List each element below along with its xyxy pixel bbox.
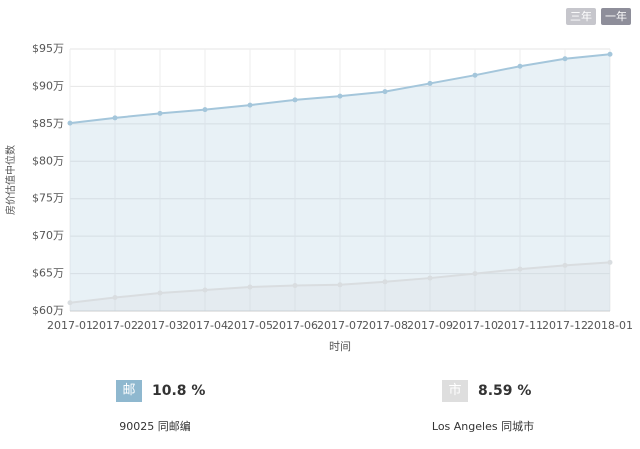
x-tick-label: 2017-04 [182,319,228,332]
point [382,89,388,95]
point [337,93,343,99]
area [70,54,610,312]
y-tick-label: $65万 [32,267,64,280]
y-tick-label: $80万 [32,154,64,167]
x-tick-label: 2017-09 [407,319,453,332]
x-tick-label: 2017-02 [92,319,138,332]
point [337,282,343,288]
x-tick-label: 2017-01 [47,319,93,332]
y-tick-label: $75万 [32,192,64,205]
point [607,51,613,57]
x-tick-label: 2018-01 [587,319,633,332]
y-tick-label: $70万 [32,229,64,242]
y-tick-label: $90万 [32,79,64,92]
x-tick-label: 2017-10 [452,319,498,332]
y-tick-label: $60万 [32,304,64,317]
badge: 市 [442,380,468,402]
point [607,259,613,265]
point [247,284,253,290]
stat-label: Los Angeles 同城市 [431,420,535,433]
point [562,262,568,268]
stat-label: 90025 同邮编 [119,420,191,433]
point [427,275,433,281]
x-tick-label: 2017-05 [227,319,273,332]
x-tick-label: 2017-07 [317,319,363,332]
point [292,97,298,103]
point [157,290,163,296]
point [517,63,523,69]
x-tick-label: 2017-03 [137,319,183,332]
point [67,300,73,306]
y-axis-label: 房价估值中位数 [4,145,17,215]
point [292,283,298,289]
point [67,120,73,126]
stat-value: 10.8 % [152,383,206,399]
point [472,271,478,277]
x-tick-label: 2017-08 [362,319,408,332]
x-tick-label: 2017-11 [497,319,543,332]
badge: 邮 [116,380,142,402]
x-tick-label: 2017-12 [542,319,588,332]
point [562,56,568,62]
stat-value: 8.59 % [478,383,532,399]
range-button[interactable]: 一年 [601,8,631,25]
point [247,102,253,108]
point [112,295,118,301]
point [157,110,163,116]
x-tick-label: 2017-06 [272,319,318,332]
point [517,266,523,272]
point [202,287,208,293]
point [382,279,388,285]
range-button[interactable]: 三年 [566,8,596,25]
point [472,72,478,78]
x-axis-label: 时间 [329,340,351,353]
point [427,80,433,86]
y-tick-label: $85万 [32,117,64,130]
y-tick-label: $95万 [32,42,64,55]
point [202,107,208,113]
point [112,115,118,121]
